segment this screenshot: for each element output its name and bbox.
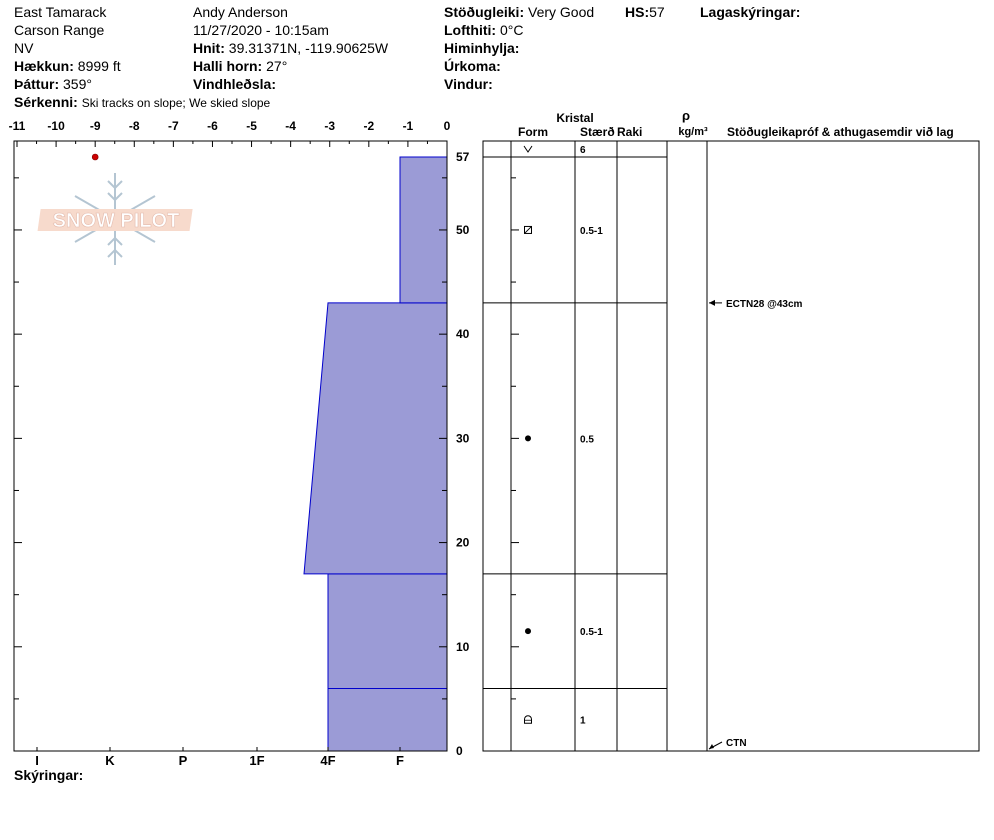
faceted-crystals-symbol: [524, 225, 532, 234]
tests-header: Stöðugleikapróf & athugasemdir við lag: [727, 125, 954, 139]
faceted-crystals-diagonal: [524, 226, 532, 234]
air-temp-label: Lofthiti:: [444, 22, 497, 38]
location-name: East Tamarack: [14, 4, 107, 20]
notes-label: Skýringar:: [14, 767, 84, 783]
temperature-tick-label: -1: [403, 119, 414, 133]
crystal-panel-frame: [482, 140, 980, 752]
observation-datetime: 11/27/2020 - 10:15am: [193, 22, 329, 38]
precipitation: Úrkoma:: [444, 57, 501, 75]
coords-value: 39.31371N, -119.90625W: [228, 40, 389, 56]
logo-text: SNOW PILOT: [53, 210, 180, 232]
density-unit-header: kg/m³: [678, 126, 708, 138]
features-value: Ski tracks on slope; We skied slope: [81, 96, 271, 110]
depth-tick-label: 57: [456, 150, 470, 164]
features-label: Sérkenni:: [14, 94, 78, 110]
wind-loading: Vindhleðsla:: [193, 75, 276, 93]
hardness-tick-label: 4F: [320, 753, 335, 768]
coordinates: Hnit: 39.31371N, -119.90625W: [193, 39, 388, 57]
temperature-tick-label: -2: [363, 119, 374, 133]
layer-notes: Lagaskýringar:: [700, 3, 800, 21]
slope-label: Halli horn:: [193, 58, 263, 74]
notes: Skýringar:: [14, 766, 83, 784]
hs-value: 57: [649, 4, 665, 20]
depth-tick-label: 40: [456, 327, 470, 341]
elevation: Hækkun: 8999 ft: [14, 57, 121, 75]
precip-label: Úrkoma:: [444, 58, 501, 74]
air-temp-value: 0°C: [499, 22, 524, 38]
mountain-range: Carson Range: [14, 22, 105, 38]
form-header: Form: [518, 125, 548, 139]
temperature-tick-label: 0: [444, 119, 451, 133]
temperature-tick-label: -10: [47, 119, 65, 133]
temperature-tick-label: -9: [90, 119, 101, 133]
hs-label: HS:: [625, 4, 650, 20]
temperature-tick-label: -11: [9, 119, 26, 133]
faceted-rounded-symbol: [524, 715, 532, 724]
stability: Stöðugleiki: Very Good: [444, 3, 594, 21]
test-label: ECTN28 @43cm: [726, 299, 803, 310]
grain-size: 0.5-1: [580, 226, 603, 237]
wind-loading-label: Vindhleðsla:: [193, 76, 276, 92]
temperature-tick-label: -4: [285, 119, 296, 133]
hardness-tick-label: F: [396, 753, 404, 768]
wind-label: Vindur:: [444, 76, 493, 92]
observer-name: Andy Anderson: [193, 4, 288, 20]
temperature-tick-label: -7: [168, 119, 179, 133]
hardness-layer: [303, 302, 448, 575]
air-temperature: Lofthiti: 0°C: [444, 21, 523, 39]
state: NV: [14, 40, 34, 56]
surface-hoar-symbol: [523, 145, 533, 153]
test-arrowhead: [709, 299, 715, 306]
test-label: CTN: [726, 738, 747, 749]
crystal-header: Kristal: [556, 111, 593, 125]
features: Sérkenni: Ski tracks on slope; We skied …: [14, 93, 270, 112]
temperature-tick-label: -5: [246, 119, 257, 133]
grain-size: 0.5: [580, 434, 594, 445]
temperature-tick-label: -3: [324, 119, 335, 133]
coords-label: Hnit:: [193, 40, 225, 56]
stability-value: Very Good: [528, 4, 595, 20]
elevation-label: Hækkun:: [14, 58, 74, 74]
stability-label: Stöðugleiki:: [444, 4, 525, 20]
aspect-label: Þáttur:: [14, 76, 60, 92]
slope-value: 27°: [266, 58, 288, 74]
size-header: Stærð: [580, 125, 615, 139]
temperature-tick-label: -6: [207, 119, 218, 133]
aspect: Þáttur: 359°: [14, 75, 92, 93]
grain-size: 1: [580, 716, 586, 727]
temperature-point: [91, 153, 99, 161]
elevation-value: 8999 ft: [77, 58, 121, 74]
hardness-tick-label: P: [179, 753, 188, 768]
rounded-grains-symbol: [525, 435, 531, 442]
layer-notes-label: Lagaskýringar:: [700, 4, 801, 20]
sky-label: Himinhylja:: [444, 40, 520, 56]
depth-tick-label: 50: [456, 223, 470, 237]
hardness-tick-label: K: [105, 753, 115, 768]
hardness-tick-label: I: [35, 753, 39, 768]
depth-tick-label: 30: [456, 431, 470, 445]
depth-tick-label: 10: [456, 640, 470, 654]
slope-angle: Halli horn: 27°: [193, 57, 287, 75]
test-arrowhead: [709, 744, 714, 749]
snowpilot-logo: SNOW PILOT: [37, 173, 193, 265]
aspect-value: 359°: [63, 76, 92, 92]
depth-tick-label: 20: [456, 536, 470, 550]
moisture-header: Raki: [617, 125, 642, 139]
snow-height: HS:57: [625, 3, 665, 21]
wind: Vindur:: [444, 75, 493, 93]
hardness-layer: [327, 687, 448, 752]
hardness-layer: [327, 573, 448, 689]
rounded-grains-symbol: [525, 628, 531, 635]
grain-size: 0.5-1: [580, 627, 603, 638]
surface-size: 6: [580, 145, 586, 156]
hardness-tick-label: 1F: [249, 753, 264, 768]
temperature-tick-label: -8: [129, 119, 140, 133]
depth-tick-label: 0: [456, 744, 463, 758]
sky-cover: Himinhylja:: [444, 39, 519, 57]
rho-header: ρ: [682, 108, 690, 123]
